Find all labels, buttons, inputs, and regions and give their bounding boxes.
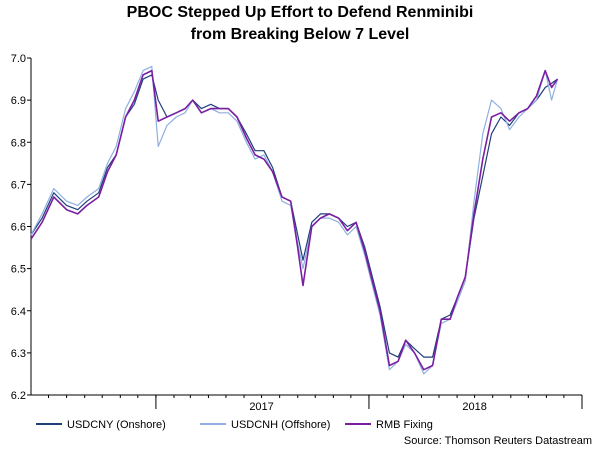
legend-label-1: USDCNY (Onshore)	[67, 419, 166, 431]
y-tick-label: 7.0	[11, 53, 26, 65]
legend-label-3: RMB Fixing	[376, 419, 433, 431]
y-tick-label: 6.9	[11, 95, 26, 107]
series-line-2	[30, 65, 559, 375]
y-tick-label: 6.4	[11, 306, 26, 318]
series-line-1	[30, 74, 558, 358]
source-note: Source: Thomson Reuters Datastream	[404, 435, 592, 447]
y-tick-label: 6.3	[11, 348, 26, 360]
chart-subtitle: from Breaking Below 7 Level	[190, 26, 410, 43]
y-tick-label: 6.5	[11, 264, 26, 276]
y-tick-label: 6.2	[11, 390, 26, 402]
x-tick-label: 2017	[249, 401, 273, 413]
x-tick-label: 2018	[462, 401, 486, 413]
y-tick-label: 6.8	[11, 137, 26, 149]
series-line-3	[30, 69, 559, 371]
y-tick-label: 6.7	[11, 179, 26, 191]
legend-label-2: USDCNH (Offshore)	[231, 419, 330, 431]
chart-title: PBOC Stepped Up Effort to Defend Renmini…	[126, 4, 474, 21]
y-tick-label: 6.6	[11, 222, 26, 234]
